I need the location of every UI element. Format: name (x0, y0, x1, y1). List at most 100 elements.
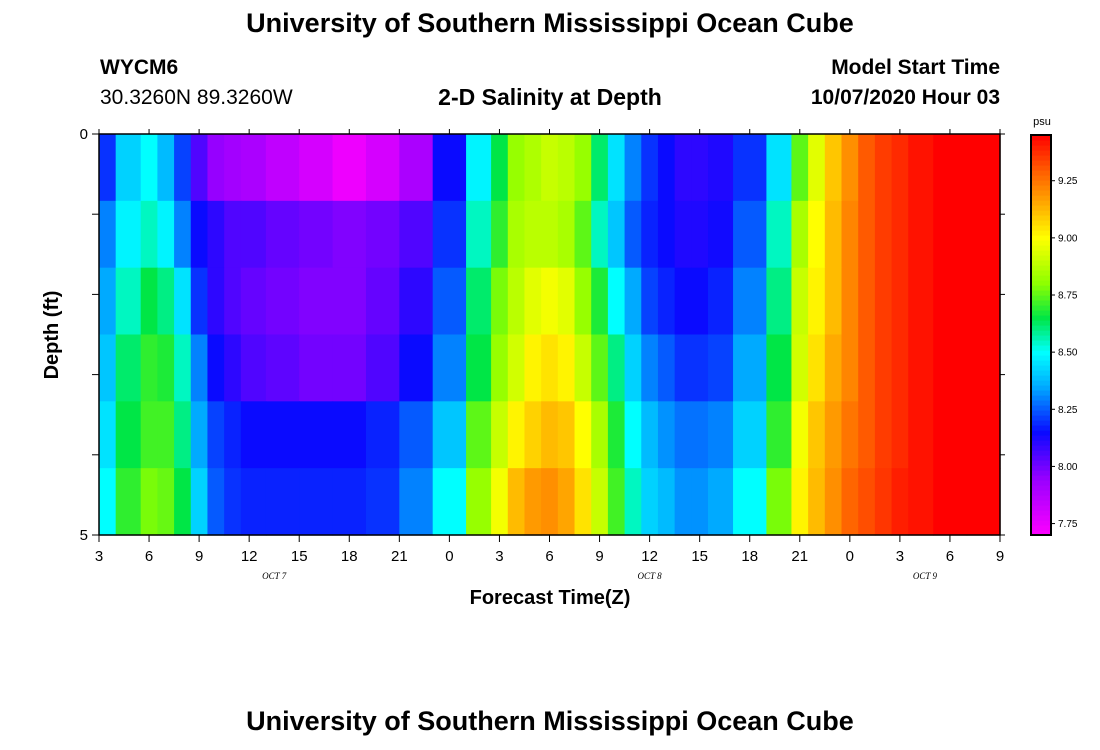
heatmap-cell (766, 401, 793, 469)
colorbar-segment (1031, 200, 1051, 206)
heatmap-cell (524, 200, 542, 269)
colorbar-segment (1031, 205, 1051, 211)
colorbar-tick-label: 9.25 (1058, 176, 1078, 187)
colorbar-segment (1031, 315, 1051, 321)
heatmap-cell (491, 267, 509, 336)
footer-title: University of Southern Mississippi Ocean… (246, 706, 854, 736)
colorbar-segment (1031, 350, 1051, 356)
salinity-heatmap-chart: 3 6 9 12 15 18 21 0 3 6 9 12 15 18 21 0 3 6 9 OCT 7 OCT 8 OCT… (41, 116, 1078, 609)
heatmap-cell (674, 267, 692, 336)
colorbar-segment (1031, 490, 1051, 496)
heatmap-cell (432, 468, 467, 536)
heatmap-cell (466, 200, 492, 269)
heatmap-cell (933, 334, 968, 402)
colorbar-segment (1031, 145, 1051, 151)
heatmap-cell (115, 134, 142, 202)
colorbar-segment (1031, 390, 1051, 396)
heatmap-cell (190, 401, 209, 469)
heatmap-cell (524, 401, 542, 469)
colorbar-tick-label: 8.50 (1058, 348, 1078, 359)
y-tick-label: 5 (80, 527, 88, 544)
heatmap-cell (733, 401, 768, 469)
colorbar-segment (1031, 475, 1051, 481)
colorbar-segment (1031, 455, 1051, 461)
colorbar-segment (1031, 285, 1051, 291)
colorbar-segment (1031, 225, 1051, 231)
colorbar-segment (1031, 340, 1051, 346)
heatmap-cell (858, 267, 876, 336)
colorbar-segment (1031, 240, 1051, 246)
x-tick-label: 15 (291, 548, 308, 565)
heatmap-cell (858, 200, 876, 269)
x-tick-label: 18 (741, 548, 758, 565)
x-tick-label: 12 (241, 548, 258, 565)
heatmap-cell (657, 468, 676, 536)
colorbar-frame (1030, 134, 1052, 536)
heatmap-cell (140, 200, 158, 269)
heatmap-cell (966, 401, 993, 469)
x-axis-label: Forecast Time(Z) (470, 587, 631, 609)
colorbar-segment (1031, 375, 1051, 381)
heatmap-cell (140, 401, 158, 469)
heatmap-cell (624, 401, 642, 469)
heatmap-cell (466, 267, 492, 336)
heatmap-cell (399, 134, 434, 202)
heatmap-cell (466, 134, 492, 202)
heatmap-cell (574, 468, 592, 536)
heatmap-cell (858, 134, 876, 202)
heatmap-cell (791, 334, 809, 402)
heatmap-cell (157, 468, 175, 536)
heatmap-cell (891, 401, 909, 469)
heatmap-cell (841, 334, 859, 402)
heatmap-cell (891, 334, 909, 402)
heatmap-cell (574, 334, 592, 402)
heatmap-cell (365, 334, 400, 402)
heatmap-cell (624, 334, 642, 402)
heatmap-cell (874, 401, 893, 469)
heatmap-cell (299, 200, 334, 269)
heatmap-cell (115, 468, 142, 536)
colorbar-segment (1031, 195, 1051, 201)
heatmap-cell (966, 200, 993, 269)
heatmap-cell (157, 200, 175, 269)
colorbar-segment (1031, 155, 1051, 161)
heatmap-cell (657, 134, 676, 202)
heatmap-cell (841, 468, 859, 536)
colorbar-segment (1031, 355, 1051, 361)
heatmap-cell (174, 401, 192, 469)
heatmap-cell (541, 468, 559, 536)
colorbar-segment (1031, 275, 1051, 281)
heatmap-cell (299, 468, 334, 536)
heatmap-cell (365, 134, 400, 202)
colorbar-segment (1031, 425, 1051, 431)
colorbar-segment (1031, 365, 1051, 371)
heatmap-cell (607, 401, 626, 469)
heatmap-cell (157, 401, 175, 469)
colorbar-segment (1031, 165, 1051, 171)
x-tick-label: 15 (691, 548, 708, 565)
heatmap-cell (557, 267, 576, 336)
colorbar-segment (1031, 395, 1051, 401)
colorbar-segment (1031, 370, 1051, 376)
heatmap-cell (933, 200, 968, 269)
heatmap-cell (524, 468, 542, 536)
x-tick-label: 21 (391, 548, 408, 565)
colorbar-tick-label: 8.25 (1058, 405, 1078, 416)
colorbar-tick-label: 8.75 (1058, 291, 1078, 302)
heatmap-cell (691, 200, 709, 269)
heatmap-cell (607, 200, 626, 269)
heatmap-cell (491, 134, 509, 202)
colorbar-segment (1031, 160, 1051, 166)
colorbar-segment (1031, 400, 1051, 406)
colorbar-segment (1031, 505, 1051, 511)
colorbar-segment (1031, 345, 1051, 351)
heatmap-cell (891, 200, 909, 269)
heatmap-cell (824, 401, 843, 469)
heatmap-cell (224, 267, 242, 336)
colorbar-segment (1031, 270, 1051, 276)
heatmap-cell (808, 334, 826, 402)
heatmap-cell (708, 334, 734, 402)
heatmap-cell (224, 468, 242, 536)
heatmap-cell (808, 468, 826, 536)
page-title: University of Southern Mississippi Ocean… (246, 8, 854, 38)
